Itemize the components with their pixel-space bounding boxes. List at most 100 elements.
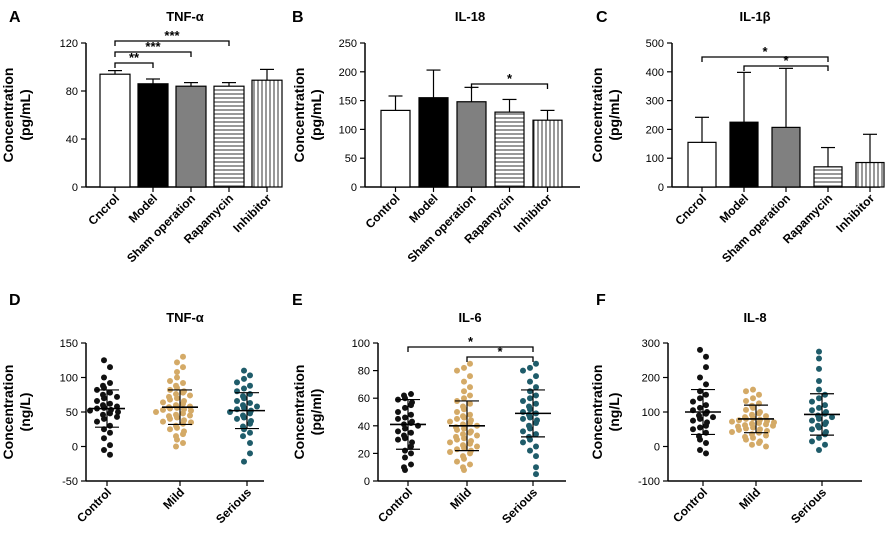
data-point [101,446,107,453]
data-point [408,429,414,436]
x-tick-label: Control [363,191,403,231]
data-point [461,395,467,402]
data-point [816,377,822,384]
y-tick-label: 150 [339,96,357,108]
x-tick-label: Inhibitor [230,191,274,235]
x-tick-label: Mild [736,485,763,512]
significance-bracket [114,62,154,68]
chart-title: IL-1β [739,9,770,24]
x-tick-label: Mild [160,485,187,512]
bar [729,121,759,188]
data-point [533,453,539,460]
data-point [447,449,453,456]
y-tick-label: 50 [345,153,357,165]
data-point [750,424,756,431]
data-point [402,454,408,461]
data-point [467,400,473,407]
bar [687,141,717,188]
data-point [402,435,408,442]
data-point [160,399,166,406]
significance-label: * [497,344,503,359]
y-tick-label: 100 [60,373,78,385]
data-point [729,418,735,425]
data-point [101,415,107,422]
bar [251,79,283,188]
data-point [180,400,186,407]
data-point [107,410,113,417]
y-tick-label: 200 [642,373,660,385]
data-point [763,413,769,420]
data-point [408,411,414,418]
panel-letter: D [9,292,21,309]
data-point [408,402,414,409]
data-point [697,415,703,422]
significance-bracket [114,40,230,46]
data-point [180,410,186,417]
data-point [697,436,703,443]
data-point [107,429,113,436]
data-point [467,360,473,367]
data-point [520,439,526,446]
data-point [101,395,107,402]
y-tick-label: 300 [642,338,660,350]
data-point [697,446,703,453]
data-point [467,450,473,457]
data-point [763,432,769,439]
data-point [461,425,467,432]
data-point [533,392,539,399]
data-point [402,414,408,421]
data-point [750,386,756,393]
data-point [107,389,113,396]
data-point [729,429,735,436]
significance-bracket [114,51,192,57]
data-point [454,446,460,453]
data-point [743,406,749,413]
data-point [703,391,709,398]
data-point [756,440,762,447]
data-point [697,346,703,353]
data-point [467,373,473,380]
data-point [461,378,467,385]
data-point [816,395,822,402]
data-point [533,360,539,367]
data-point [408,461,414,468]
data-point [467,429,473,436]
data-point [180,380,186,387]
bar [855,161,885,188]
data-point [454,367,460,374]
data-point [402,404,408,411]
data-point [180,389,186,396]
data-point [749,441,755,448]
data-point [408,450,414,457]
data-point [520,367,526,374]
data-point [520,415,526,422]
x-tick-label: Control [670,485,710,525]
data-point [533,373,539,380]
data-point [247,410,253,417]
chart-title: TNF-α [166,9,204,24]
bar [456,101,487,188]
significance-label: *** [164,28,180,43]
data-point [533,420,539,427]
x-tick-label: Serious [213,485,254,526]
data-point [822,391,828,398]
data-point [241,395,247,402]
data-point [174,395,180,402]
data-point [467,392,473,399]
x-tick-label: Model [717,191,751,225]
data-point [461,455,467,462]
data-point [461,406,467,413]
data-point [816,424,822,431]
data-point [167,426,173,433]
data-point [703,422,709,429]
data-point [395,409,401,415]
bar [418,97,449,188]
data-point [408,391,414,398]
data-point [234,415,240,422]
x-tick-label: Control [375,485,415,525]
y-tick-label: -100 [638,476,660,488]
data-point [94,397,100,404]
data-point [527,447,533,454]
data-point [743,436,749,443]
